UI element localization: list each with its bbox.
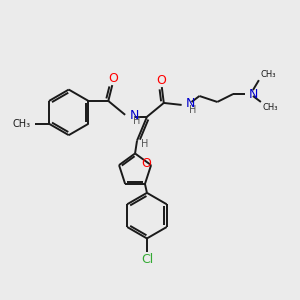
Text: N: N [186,98,195,110]
Text: CH₃: CH₃ [261,70,276,79]
Text: O: O [156,74,166,87]
Text: Cl: Cl [141,253,153,266]
Text: O: O [108,72,118,85]
Text: H: H [141,139,149,148]
Text: CH₃: CH₃ [263,103,278,112]
Text: O: O [141,157,151,169]
Text: H: H [189,105,196,115]
Text: N: N [249,88,258,100]
Text: CH₃: CH₃ [12,119,30,129]
Text: N: N [130,109,140,122]
Text: H: H [134,116,141,126]
